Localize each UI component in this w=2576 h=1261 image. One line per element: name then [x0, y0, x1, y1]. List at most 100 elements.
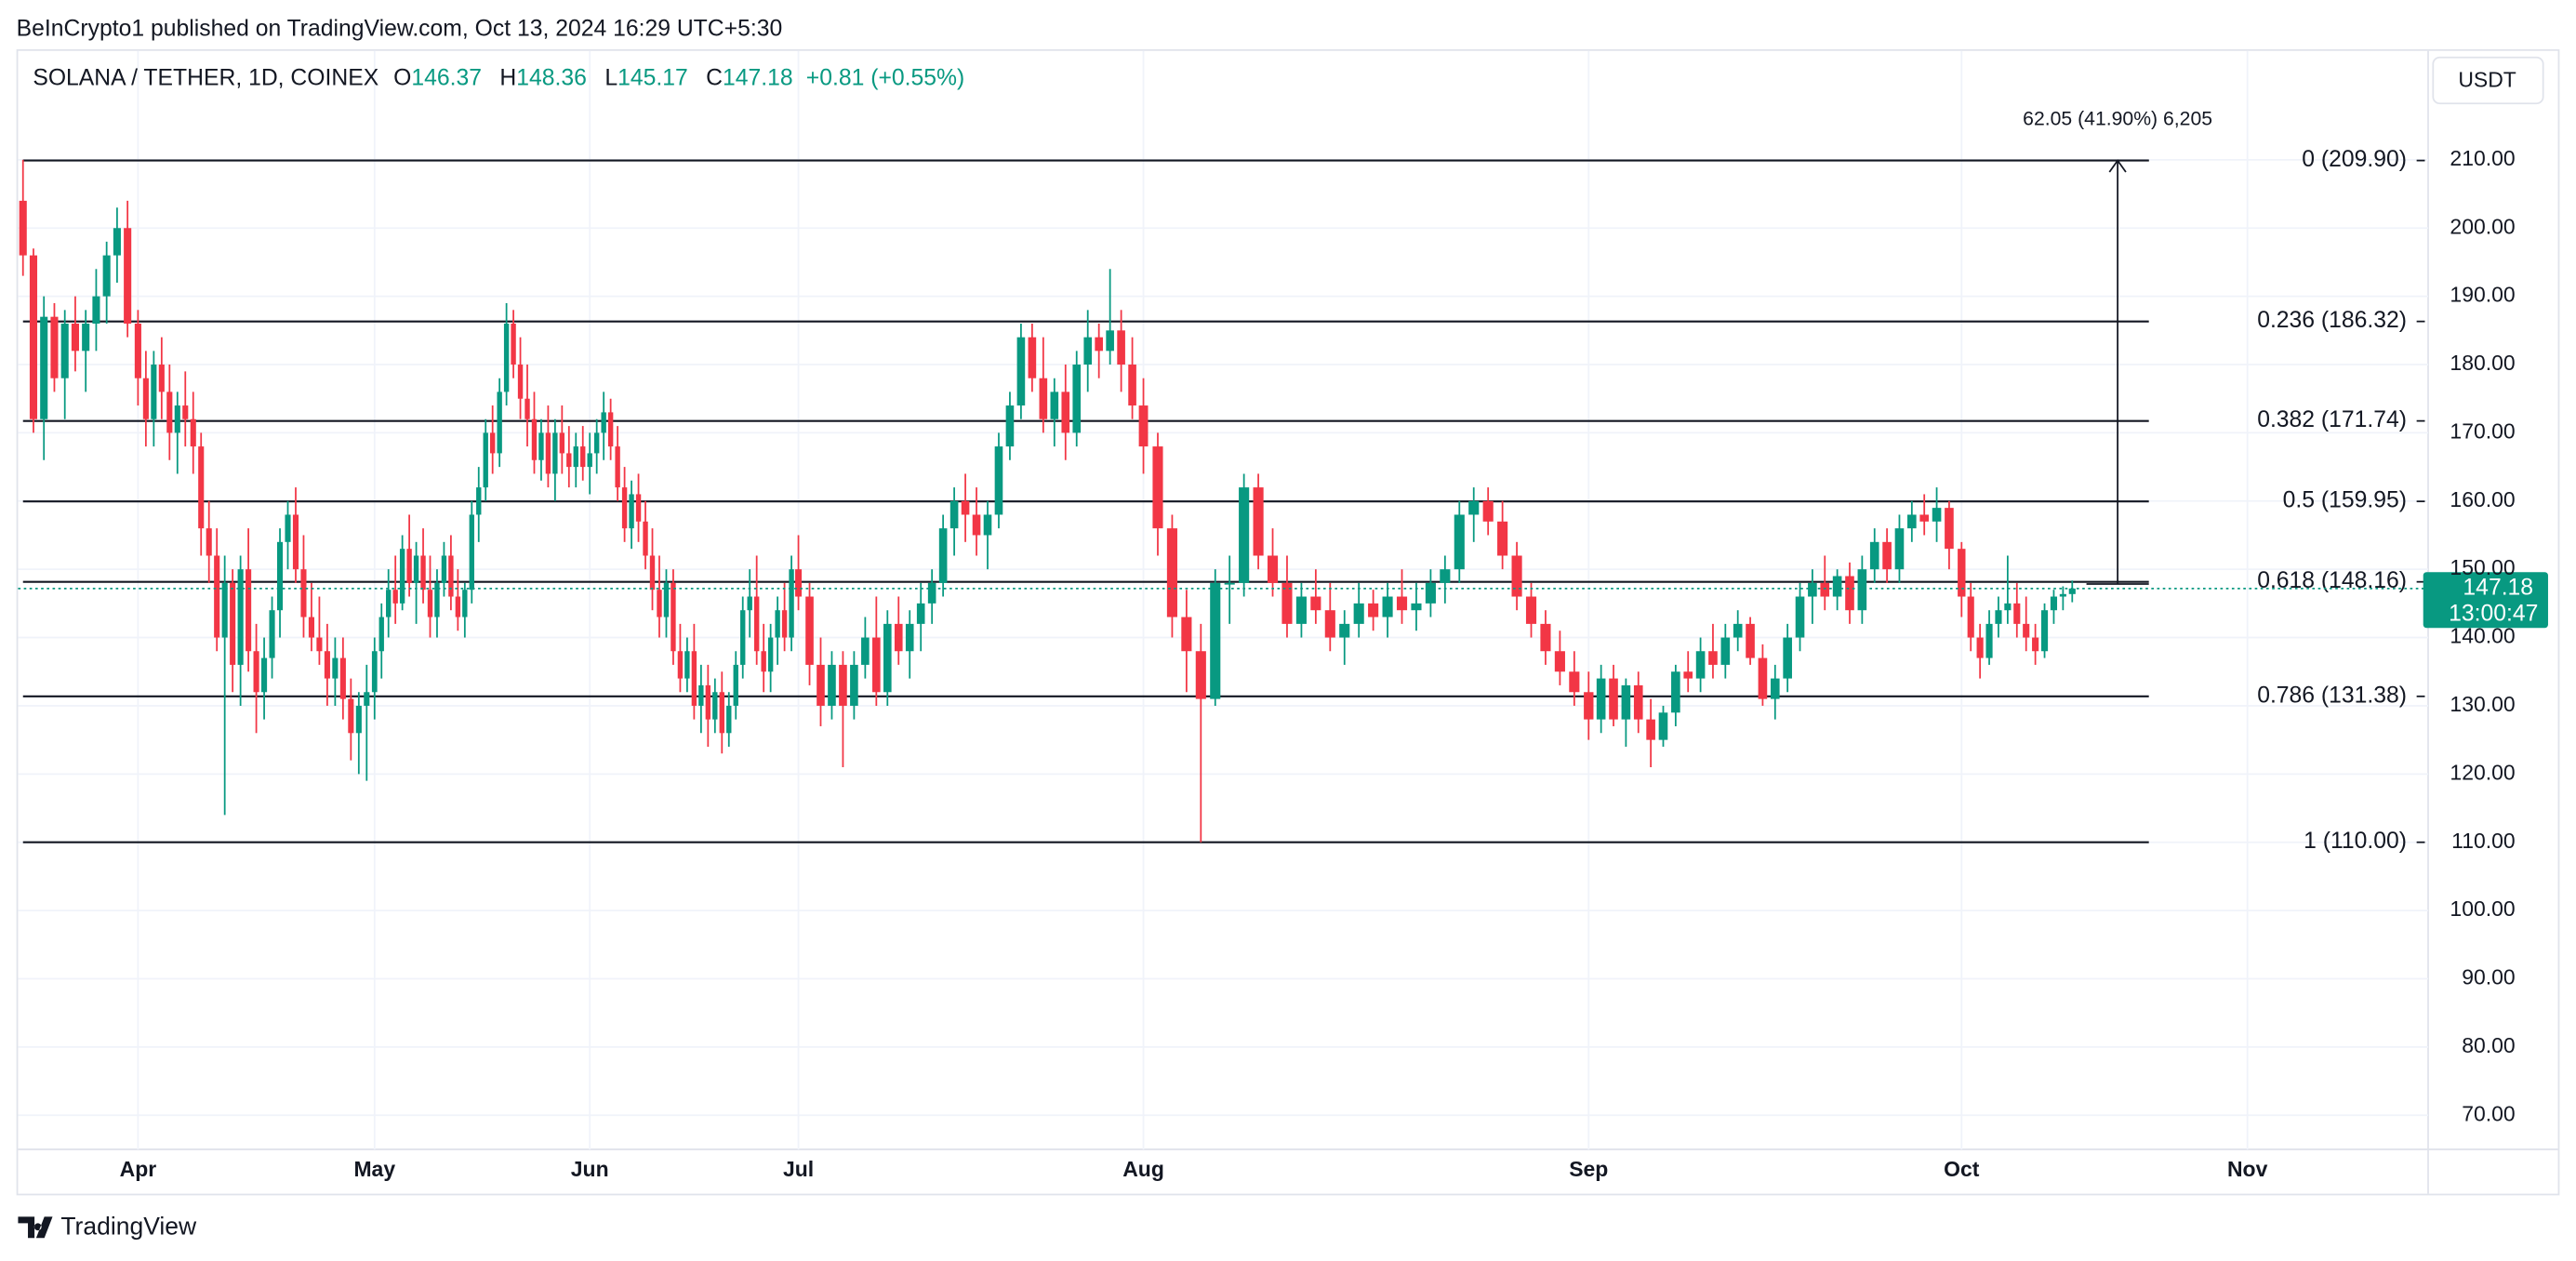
- candle-body: [531, 418, 538, 460]
- candle-body: [29, 255, 38, 419]
- candle-body: [1770, 678, 1780, 699]
- candle-body: [92, 296, 100, 324]
- candle-body: [1295, 596, 1307, 624]
- x-tick-label: Aug: [1122, 1157, 1164, 1181]
- candle-body: [158, 365, 165, 392]
- candle-body: [916, 603, 925, 624]
- candle-body: [246, 569, 252, 652]
- candle-body: [1832, 576, 1842, 597]
- candle-body: [221, 582, 228, 638]
- candle-body: [2013, 603, 2021, 624]
- candle-body: [1239, 487, 1250, 583]
- candle-body: [230, 582, 236, 665]
- candle-body: [285, 514, 291, 542]
- candle-body: [40, 316, 48, 419]
- last-price-tag: [2423, 572, 2548, 629]
- candle-body: [427, 590, 433, 617]
- candle-body: [1646, 719, 1655, 740]
- candle-body: [19, 200, 27, 256]
- candle-body: [1540, 623, 1551, 652]
- candle-body: [1569, 671, 1580, 693]
- candle-body: [1454, 514, 1465, 570]
- y-tick-label: 170.00: [2450, 418, 2515, 443]
- candle-body: [593, 432, 600, 454]
- candle-body: [1820, 582, 1830, 597]
- candle-body: [60, 323, 69, 378]
- close-value: 147.18: [723, 65, 793, 90]
- candle-body: [805, 596, 814, 665]
- candle-body: [483, 432, 488, 488]
- candle-body: [237, 569, 244, 665]
- candle-body: [905, 623, 914, 652]
- candle-body: [1106, 330, 1114, 352]
- candle-body: [1083, 337, 1093, 365]
- candle-body: [476, 487, 482, 515]
- candle-body: [795, 569, 803, 597]
- candle-body: [994, 446, 1003, 515]
- candle-body: [1995, 610, 2002, 624]
- candle-body: [1894, 528, 1905, 570]
- candle-body: [2023, 623, 2030, 638]
- candle-body: [1324, 610, 1335, 638]
- candle-body: [324, 651, 330, 679]
- candle-body: [629, 494, 634, 529]
- candle-body: [355, 705, 362, 734]
- candle-body: [455, 596, 461, 617]
- candle-body: [580, 446, 586, 468]
- candle-body: [511, 323, 516, 365]
- candle-body: [1808, 582, 1817, 597]
- candle-body: [621, 487, 628, 529]
- candle-body: [545, 432, 551, 474]
- candle-body: [174, 405, 180, 433]
- candle-body: [1609, 678, 1618, 720]
- candle-body: [1746, 623, 1755, 658]
- candle-body: [607, 412, 614, 447]
- y-tick-label: 160.00: [2450, 487, 2515, 511]
- candle-body: [894, 623, 903, 652]
- candle-body: [1907, 514, 1917, 529]
- candle-body: [677, 651, 684, 679]
- fib-label: 0 (209.90): [2302, 147, 2407, 172]
- candle-body: [1857, 569, 1867, 611]
- currency-button[interactable]: USDT: [2432, 56, 2544, 105]
- high-value: 148.36: [516, 65, 587, 90]
- candle-body: [2032, 637, 2039, 652]
- candle-body: [124, 228, 132, 324]
- candle-body: [524, 398, 530, 419]
- candle-body: [1869, 541, 1879, 570]
- candle-body: [1845, 576, 1854, 611]
- candle-body: [1267, 555, 1279, 583]
- candle-body: [552, 432, 558, 474]
- candle-body: [1708, 651, 1718, 665]
- candle-body: [1128, 365, 1136, 406]
- candle-body: [559, 432, 565, 454]
- candle-body: [781, 610, 788, 638]
- y-tick-label: 150.00: [2450, 555, 2515, 579]
- candle-body: [587, 453, 592, 468]
- candle-body: [726, 705, 732, 734]
- candle-body: [1028, 337, 1037, 378]
- candle-body: [469, 514, 474, 591]
- x-tick-label: Jul: [783, 1157, 814, 1181]
- candle-body: [861, 637, 870, 665]
- y-tick-label: 90.00: [2462, 965, 2515, 989]
- candle-body: [1072, 365, 1082, 433]
- candle-body: [1932, 508, 1942, 522]
- candle-body: [364, 692, 370, 706]
- y-tick-label: 70.00: [2462, 1101, 2515, 1125]
- candle-body: [134, 323, 141, 378]
- y-tick-label: 130.00: [2450, 692, 2515, 716]
- candle-body: [462, 590, 468, 617]
- candle-body: [719, 692, 724, 734]
- candle-body: [82, 323, 90, 352]
- currency-label[interactable]: USDT: [2458, 67, 2516, 91]
- chart-frame: [16, 48, 2560, 1196]
- y-tick-label: 80.00: [2462, 1033, 2515, 1057]
- candle-body: [1440, 569, 1451, 583]
- currency-button-box[interactable]: [2432, 56, 2544, 105]
- candle-body: [102, 255, 111, 297]
- candle-body: [1195, 651, 1206, 699]
- candle-body: [2004, 603, 2012, 611]
